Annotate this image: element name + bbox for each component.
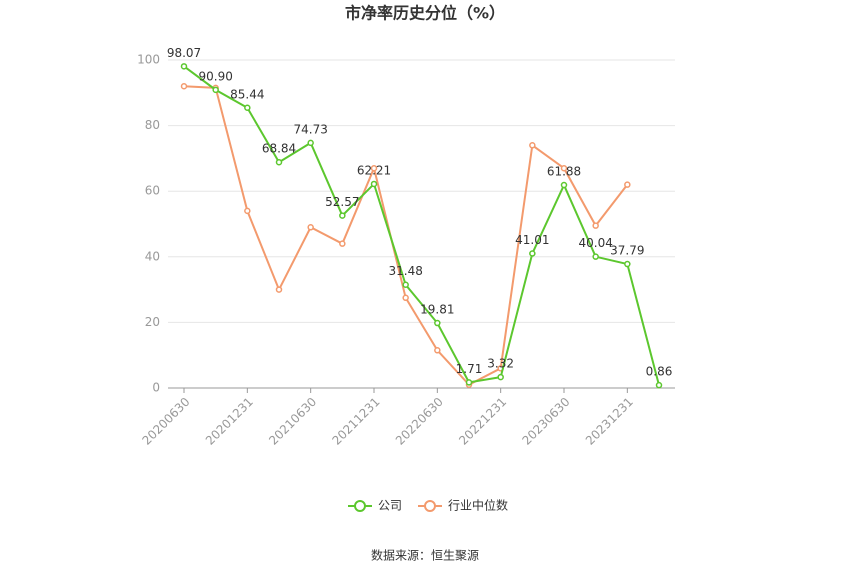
data-point [465,379,473,386]
x-tick-label: 20220630 [393,395,446,448]
data-label: 52.57 [325,195,359,209]
data-point [592,222,599,229]
data-point [370,164,378,172]
legend-label: 行业中位数 [448,498,508,513]
x-tick-label: 20231231 [583,395,636,448]
legend-marker [424,500,436,512]
series-line [183,85,629,386]
data-label: 3.32 [487,357,514,371]
data-point [497,373,504,381]
data-point [402,294,409,302]
source: 数据来源：恒生聚源 [371,548,479,563]
data-point [180,82,188,90]
data-point [624,260,631,268]
data-label: 41.01 [515,233,549,247]
y-tick-label: 0 [152,381,160,395]
data-point [592,253,599,260]
data-label: 31.48 [388,264,422,278]
data-label: 98.07 [167,46,201,60]
data-point [402,281,409,288]
x-tick-label: 20221231 [456,395,509,448]
legend-marker [354,500,366,512]
data-point [529,142,536,149]
data-point [434,347,441,354]
y-tick-label: 100 [137,53,160,67]
data-point [560,164,568,172]
data-point [560,181,568,189]
data-point [655,381,663,389]
data-label: 61.88 [547,165,581,179]
data-point [212,86,219,94]
data-point [307,139,314,147]
data-label: 85.44 [230,87,264,101]
data-point [624,181,631,188]
x-tick-label: 20230630 [520,395,573,448]
data-point [244,207,251,215]
data-label: 62.21 [357,163,391,177]
chart-title: 市净率历史分位（%） [345,4,505,23]
x-tick-label: 20210630 [266,395,319,448]
data-label: 37.79 [610,244,644,258]
data-label: 90.90 [198,69,232,83]
data-label: 19.81 [420,303,454,317]
y-tick-label: 80 [145,118,160,132]
series-line [183,65,660,386]
data-point [370,180,378,188]
x-tick-label: 20201231 [203,395,256,448]
data-label: 74.73 [293,122,327,136]
data-point [529,250,536,257]
data-point [307,224,314,231]
data-point [339,212,346,219]
data-label: 1.71 [456,362,483,376]
data-point [180,63,188,70]
y-tick-label: 60 [145,184,160,198]
data-point [275,158,283,166]
data-label: 0.86 [646,365,673,379]
data-point [339,240,346,247]
y-tick-label: 40 [145,249,160,263]
data-label: 68.84 [262,142,296,156]
data-point [275,286,283,293]
x-tick-label: 20200630 [140,395,193,448]
data-label: 40.04 [578,236,612,250]
x-tick-label: 20211231 [330,395,383,448]
y-tick-label: 20 [145,315,160,329]
legend-label: 公司 [378,499,402,513]
data-point [434,319,441,327]
data-point [244,104,251,112]
